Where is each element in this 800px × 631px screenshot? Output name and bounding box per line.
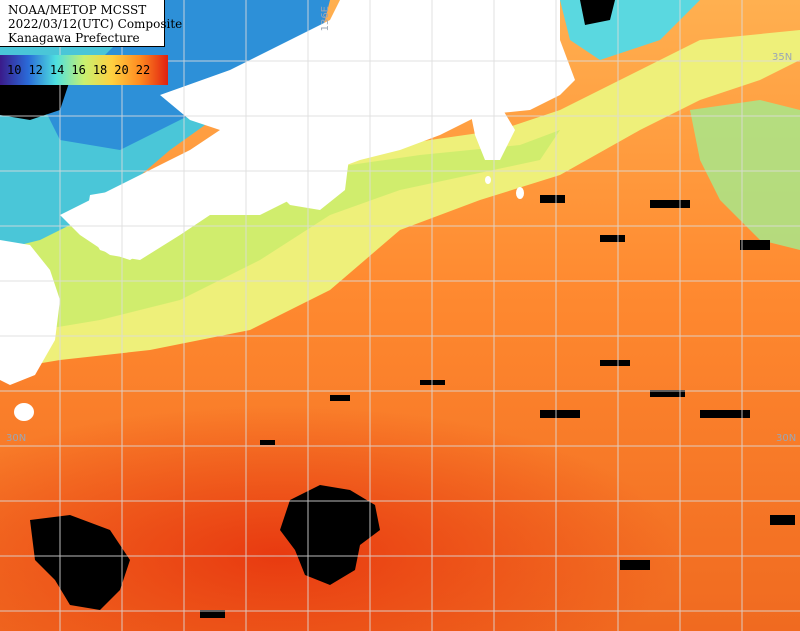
scale-label: 16 — [71, 63, 86, 77]
lat-label-35n: 35N — [772, 52, 793, 63]
title-line-date: 2022/03/12(UTC) Composite — [8, 17, 183, 31]
scale-label: 14 — [49, 63, 65, 77]
izu-land — [470, 105, 515, 160]
lon-label-136e: 136E — [320, 6, 331, 32]
scale-label: 12 — [28, 63, 43, 77]
scale-label: 18 — [92, 63, 108, 77]
scale-label: 10 — [7, 63, 22, 77]
title-line-region: Kanagawa Prefecture — [8, 31, 140, 45]
scale-label: 22 — [135, 63, 151, 77]
scale-label: 20 — [114, 63, 129, 77]
title-line-satellite: NOAA/METOP MCSST — [8, 3, 147, 17]
cloud-speckles — [200, 195, 795, 618]
cloud-mass-left — [30, 515, 130, 610]
kyushu-land — [0, 240, 60, 385]
cloud-top-right — [580, 0, 615, 25]
island-small-1 — [485, 176, 491, 184]
lat-label-30n-left: 30N — [6, 433, 27, 444]
title-box: NOAA/METOP MCSST 2022/03/12(UTC) Composi… — [0, 0, 183, 47]
coastal-green-water — [0, 130, 560, 335]
island-hachijo — [516, 187, 524, 199]
eastern-cool-patch — [690, 100, 800, 250]
lat-label-30n-right: 30N — [776, 433, 797, 444]
kuroshio-warm-band — [0, 330, 800, 631]
cloud-mass-center — [280, 485, 380, 585]
temperature-scale: 10 12 14 16 18 20 22 — [0, 55, 168, 85]
cold-bay-water — [40, 0, 330, 150]
island-tanegashima — [14, 403, 34, 421]
shikoku-land — [85, 165, 245, 260]
